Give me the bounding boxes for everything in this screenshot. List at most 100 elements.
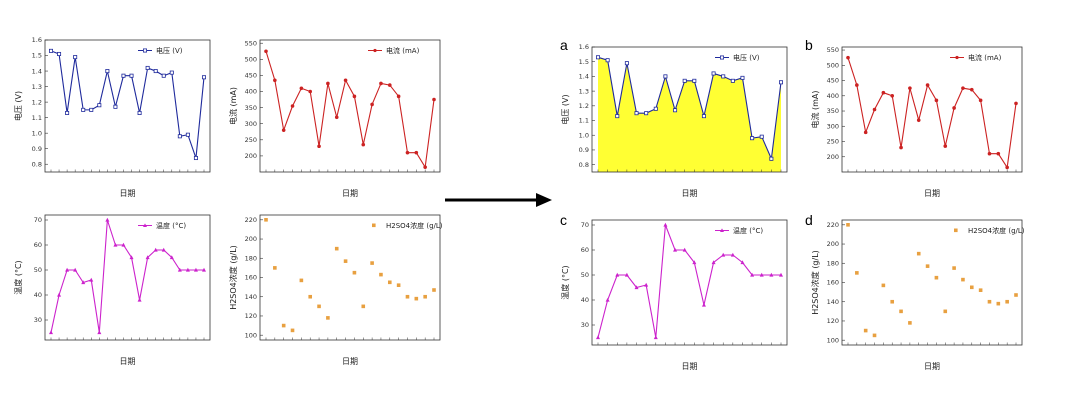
data-point: [326, 81, 330, 86]
data-point: [81, 280, 86, 285]
data-point: [863, 130, 868, 135]
data-point: [379, 81, 383, 86]
panel-letter: a: [560, 37, 568, 53]
chart-voltage-left: 1.6 1.5 1.4 1.3 1.2 1.1 1.0 0.9 0.8 日期 电压 (V) 电压 (V…: [13, 36, 211, 198]
data-point: [202, 267, 206, 272]
data-point: [121, 73, 126, 78]
y-axis-label: 电压 (V): [13, 91, 23, 121]
data-point: [177, 134, 182, 139]
y-tick-label: 100: [827, 336, 839, 344]
series-line: [50, 219, 204, 333]
y-tick-label: 1.0: [579, 131, 589, 139]
series-line: [597, 56, 782, 161]
data-point: [769, 272, 774, 277]
y-tick-label: 1.6: [579, 43, 589, 51]
data-point: [281, 323, 286, 328]
plot-frame: [259, 214, 441, 341]
data-point: [881, 283, 886, 288]
data-point: [634, 285, 639, 290]
data-point: [81, 107, 86, 112]
data-point: [290, 328, 295, 333]
y-tick-label: 0.9: [32, 145, 42, 153]
plot-frame: [841, 219, 1023, 346]
data-point: [105, 217, 110, 222]
data-point: [396, 283, 401, 287]
data-point: [73, 267, 78, 272]
data-point: [769, 156, 774, 161]
y-tick-label: 350: [245, 104, 257, 112]
data-point: [193, 267, 198, 272]
data-point: [264, 218, 268, 222]
data-point: [273, 78, 277, 83]
data-point: [343, 78, 348, 83]
y-axis-label: 温度 (°C): [560, 265, 570, 299]
y-tick-label: 400: [245, 88, 257, 96]
y-tick-label: 40: [581, 296, 589, 304]
x-axis-label: 日期: [120, 189, 136, 198]
data-point: [1014, 101, 1018, 106]
data-point: [405, 150, 410, 155]
area-fill: [598, 57, 781, 173]
data-point: [65, 267, 70, 272]
data-point: [624, 61, 629, 66]
y-tick-label: 50: [581, 271, 589, 279]
data-point: [89, 107, 94, 112]
chart-current-left: 550 500 450 400 350 300 250 200 日期 电流 (mA) 电流 (mA): [228, 39, 441, 198]
data-point: [925, 264, 930, 268]
data-point: [193, 156, 198, 161]
data-point: [605, 297, 610, 302]
data-point: [273, 266, 277, 270]
data-point: [185, 132, 190, 137]
data-point: [899, 309, 903, 314]
data-point: [890, 299, 895, 304]
data-point: [711, 71, 716, 76]
chart-temperature-left: 70 60 50 40 30 日期 温度 (°C) 温度 (°C): [13, 214, 211, 366]
y-tick-label: 1.3: [579, 87, 589, 95]
data-point: [925, 83, 930, 87]
data-point: [740, 75, 745, 80]
data-point: [855, 271, 859, 275]
panel-letter: b: [805, 37, 813, 53]
y-axis-label: 温度 (°C): [13, 260, 23, 294]
y-tick-label: 250: [245, 136, 257, 144]
data-point: [673, 247, 678, 252]
data-point: [153, 69, 158, 74]
data-point: [644, 282, 649, 287]
data-point: [89, 277, 94, 282]
data-point: [161, 247, 166, 252]
x-axis-label: 日期: [924, 362, 940, 371]
data-point: [73, 55, 78, 60]
y-tick-label: 1.4: [579, 73, 589, 81]
data-point: [740, 260, 745, 265]
y-tick-label: 120: [245, 312, 257, 320]
chart-temperature-c: 70 60 50 40 30 日期 温度 (°C) 温度 (°C) c: [560, 212, 788, 371]
data-point: [943, 309, 948, 314]
data-point: [899, 145, 903, 150]
data-point: [881, 90, 886, 95]
data-point: [326, 316, 330, 320]
data-point: [890, 93, 895, 98]
data-point: [605, 58, 610, 63]
series-line: [50, 50, 205, 159]
y-tick-label: 300: [245, 120, 257, 128]
data-point: [432, 288, 436, 292]
y-tick-label: 1.5: [32, 52, 42, 60]
data-point: [779, 272, 783, 277]
y-tick-label: 220: [827, 221, 839, 229]
data-point: [49, 48, 54, 53]
data-point: [65, 110, 70, 115]
data-point: [624, 272, 629, 277]
y-tick-label: 200: [245, 235, 257, 243]
x-axis-label: 日期: [120, 357, 136, 366]
data-point: [916, 118, 921, 122]
legend-label: H2SO4浓度 (g/L): [968, 226, 1025, 235]
data-point: [201, 75, 206, 80]
data-point: [145, 65, 150, 70]
data-point: [343, 259, 348, 263]
data-point: [750, 136, 755, 141]
data-point: [750, 272, 755, 277]
data-point: [137, 110, 142, 115]
data-point: [872, 107, 877, 112]
y-tick-label: 200: [827, 153, 839, 161]
